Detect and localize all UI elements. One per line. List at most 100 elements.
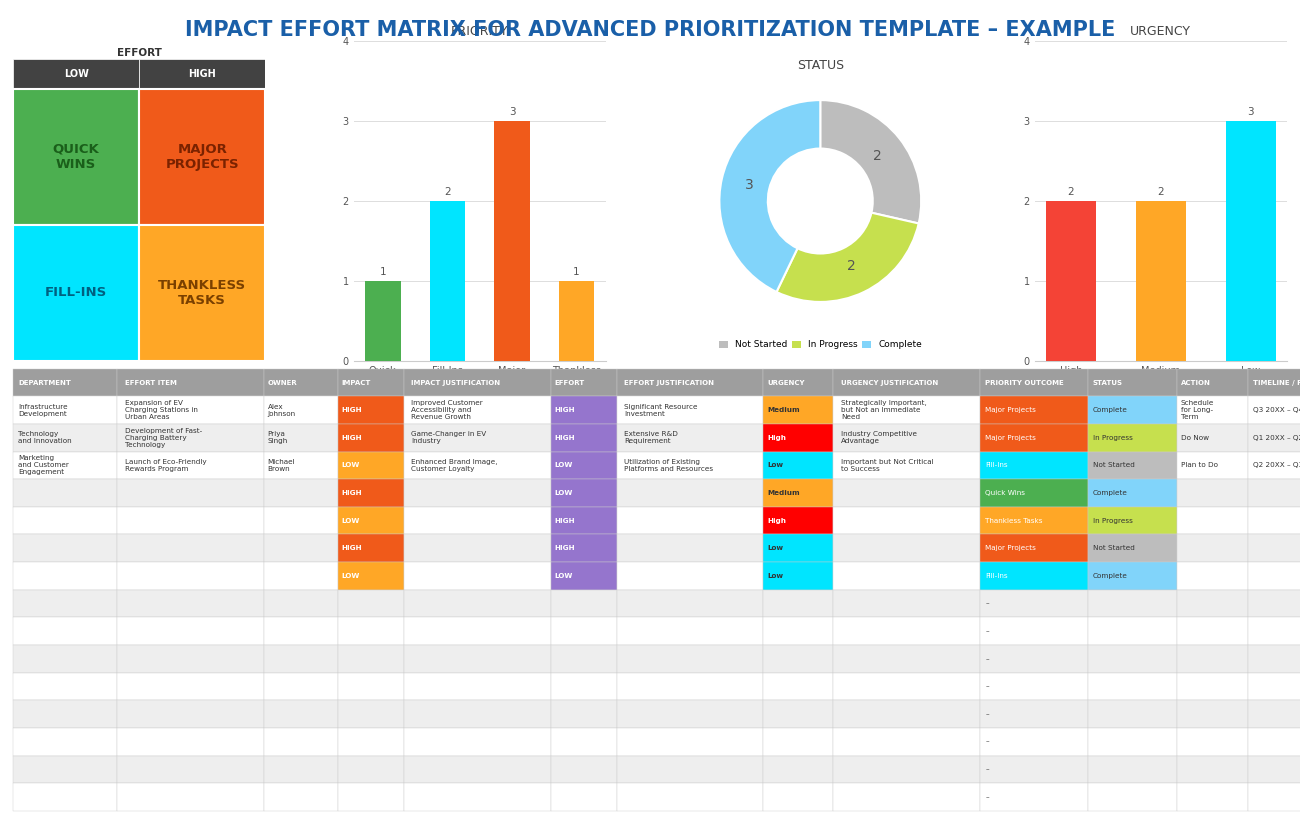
Text: In Progress: In Progress: [1093, 435, 1132, 441]
FancyBboxPatch shape: [117, 424, 264, 451]
Text: Fill-Ins: Fill-Ins: [985, 573, 1008, 579]
Text: –: –: [985, 600, 989, 607]
Text: LOW: LOW: [341, 463, 360, 468]
FancyBboxPatch shape: [763, 369, 833, 396]
FancyBboxPatch shape: [980, 507, 1088, 535]
FancyBboxPatch shape: [117, 672, 264, 700]
Text: Q2 20XX – Q3 20XX: Q2 20XX – Q3 20XX: [1253, 463, 1300, 468]
Text: Low: Low: [767, 573, 783, 579]
FancyBboxPatch shape: [13, 88, 139, 225]
Text: HIGH: HIGH: [554, 518, 575, 523]
FancyBboxPatch shape: [1088, 479, 1178, 507]
Text: Alex
Johnson: Alex Johnson: [268, 404, 296, 417]
FancyBboxPatch shape: [404, 562, 551, 590]
FancyBboxPatch shape: [763, 424, 833, 451]
FancyBboxPatch shape: [338, 756, 404, 783]
FancyBboxPatch shape: [0, 225, 13, 361]
FancyBboxPatch shape: [1178, 369, 1248, 396]
Text: –: –: [985, 684, 989, 690]
FancyBboxPatch shape: [13, 783, 117, 811]
FancyBboxPatch shape: [264, 451, 338, 479]
Text: ACTION: ACTION: [1180, 379, 1210, 386]
FancyBboxPatch shape: [618, 645, 763, 672]
FancyBboxPatch shape: [1248, 645, 1300, 672]
FancyBboxPatch shape: [833, 756, 980, 783]
Text: Improved Customer
Accessibility and
Revenue Growth: Improved Customer Accessibility and Reve…: [411, 400, 484, 420]
Text: LOW: LOW: [341, 573, 360, 579]
Text: THANKLESS
TASKS: THANKLESS TASKS: [159, 279, 246, 307]
FancyBboxPatch shape: [980, 451, 1088, 479]
Text: 2: 2: [848, 260, 857, 274]
Bar: [1226, 121, 1275, 361]
FancyBboxPatch shape: [338, 424, 404, 451]
FancyBboxPatch shape: [404, 396, 551, 424]
FancyBboxPatch shape: [980, 756, 1088, 783]
Text: DEPARTMENT: DEPARTMENT: [18, 379, 72, 386]
FancyBboxPatch shape: [1088, 783, 1178, 811]
FancyBboxPatch shape: [1178, 396, 1248, 424]
FancyBboxPatch shape: [980, 562, 1088, 590]
FancyBboxPatch shape: [980, 645, 1088, 672]
FancyBboxPatch shape: [833, 562, 980, 590]
Text: Major Projects: Major Projects: [985, 407, 1036, 413]
FancyBboxPatch shape: [618, 590, 763, 618]
Title: URGENCY: URGENCY: [1131, 25, 1191, 38]
FancyBboxPatch shape: [763, 396, 833, 424]
Text: HIGH: HIGH: [188, 69, 216, 79]
FancyBboxPatch shape: [551, 728, 617, 756]
FancyBboxPatch shape: [1248, 424, 1300, 451]
Text: In Progress: In Progress: [1093, 518, 1132, 523]
Text: Low: Low: [767, 545, 783, 551]
FancyBboxPatch shape: [117, 618, 264, 645]
FancyBboxPatch shape: [1178, 424, 1248, 451]
FancyBboxPatch shape: [1088, 424, 1178, 451]
FancyBboxPatch shape: [1088, 396, 1178, 424]
FancyBboxPatch shape: [618, 562, 763, 590]
FancyBboxPatch shape: [404, 618, 551, 645]
Text: Major Projects: Major Projects: [985, 435, 1036, 441]
Text: HIGH: HIGH: [554, 435, 575, 441]
FancyBboxPatch shape: [117, 479, 264, 507]
FancyBboxPatch shape: [1178, 783, 1248, 811]
FancyBboxPatch shape: [404, 507, 551, 535]
FancyBboxPatch shape: [117, 700, 264, 728]
Text: HIGH: HIGH: [341, 490, 361, 496]
FancyBboxPatch shape: [763, 645, 833, 672]
FancyBboxPatch shape: [338, 451, 404, 479]
FancyBboxPatch shape: [618, 424, 763, 451]
FancyBboxPatch shape: [1088, 728, 1178, 756]
FancyBboxPatch shape: [264, 756, 338, 783]
Text: 2: 2: [1067, 187, 1074, 197]
FancyBboxPatch shape: [1248, 451, 1300, 479]
FancyBboxPatch shape: [13, 562, 117, 590]
FancyBboxPatch shape: [833, 783, 980, 811]
Text: Complete: Complete: [1093, 573, 1127, 579]
FancyBboxPatch shape: [264, 700, 338, 728]
Wedge shape: [820, 100, 922, 224]
Text: EFFORT JUSTIFICATION: EFFORT JUSTIFICATION: [624, 379, 714, 386]
Wedge shape: [776, 213, 919, 302]
Text: URGENCY: URGENCY: [767, 379, 805, 386]
FancyBboxPatch shape: [13, 396, 117, 424]
FancyBboxPatch shape: [551, 756, 617, 783]
FancyBboxPatch shape: [551, 479, 617, 507]
Text: HIGH: HIGH: [341, 407, 361, 413]
Text: –: –: [985, 628, 989, 634]
FancyBboxPatch shape: [833, 507, 980, 535]
FancyBboxPatch shape: [833, 479, 980, 507]
FancyBboxPatch shape: [338, 728, 404, 756]
Bar: [1136, 201, 1186, 361]
FancyBboxPatch shape: [618, 535, 763, 562]
Text: –: –: [985, 767, 989, 772]
FancyBboxPatch shape: [833, 451, 980, 479]
FancyBboxPatch shape: [1248, 700, 1300, 728]
Text: 2: 2: [872, 149, 881, 163]
FancyBboxPatch shape: [13, 451, 117, 479]
FancyBboxPatch shape: [980, 479, 1088, 507]
FancyBboxPatch shape: [13, 507, 117, 535]
Text: HIGH: HIGH: [0, 144, 6, 170]
Text: Fill-Ins: Fill-Ins: [985, 463, 1008, 468]
FancyBboxPatch shape: [833, 369, 980, 396]
FancyBboxPatch shape: [264, 396, 338, 424]
FancyBboxPatch shape: [13, 369, 117, 396]
